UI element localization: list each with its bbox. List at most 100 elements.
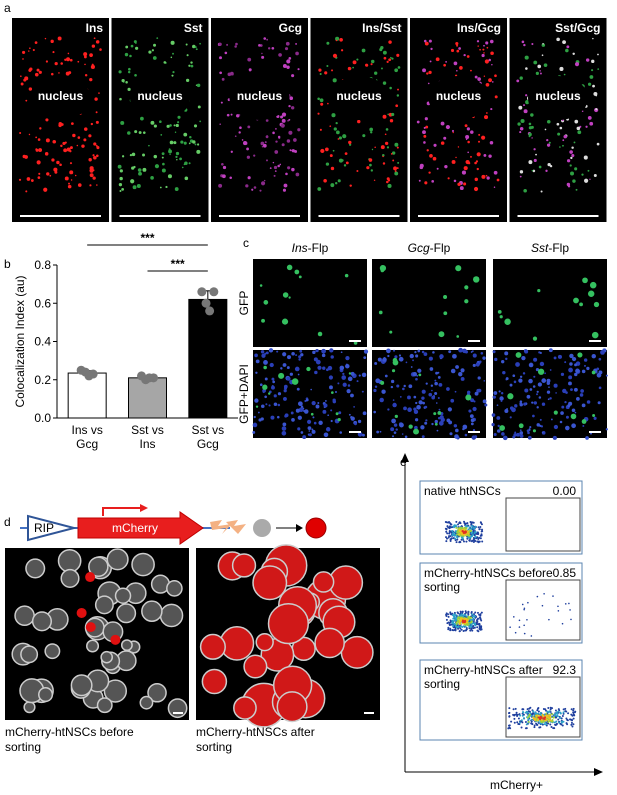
cell-cluster: [23, 701, 36, 714]
speck: [39, 127, 42, 130]
speck: [283, 183, 288, 188]
speck: [474, 161, 477, 165]
speck: [396, 94, 400, 97]
image-label: Ins/Gcg: [457, 21, 501, 35]
speck: [246, 155, 251, 159]
speck: [499, 315, 503, 319]
speck: [435, 371, 439, 375]
speck: [130, 179, 135, 184]
speck: [170, 56, 173, 59]
speck: [136, 183, 141, 188]
speck: [456, 335, 460, 338]
speck: [268, 404, 271, 407]
speck: [593, 174, 597, 178]
speck: [313, 421, 317, 425]
speck: [591, 69, 594, 72]
speck: [259, 383, 263, 387]
speck: [464, 124, 468, 128]
event: [472, 536, 475, 539]
speck: [571, 153, 575, 158]
event: [461, 530, 464, 533]
event: [467, 613, 470, 616]
speck: [595, 94, 598, 97]
speck: [284, 47, 289, 51]
cell-cluster: [116, 603, 137, 624]
speck: [539, 70, 541, 72]
speck: [416, 375, 419, 377]
event: [570, 708, 573, 711]
speck: [464, 285, 469, 290]
x-tick-label: Gcg: [76, 437, 98, 451]
speck: [415, 401, 418, 405]
speck: [525, 100, 530, 105]
speck: [519, 76, 523, 80]
event: [555, 712, 558, 715]
event: [528, 713, 531, 716]
speck: [473, 186, 479, 192]
speck: [333, 127, 337, 131]
nucleus-region: [329, 76, 389, 120]
cell-cluster: [340, 635, 374, 669]
speck: [220, 101, 223, 104]
speck: [502, 370, 506, 375]
speck: [129, 54, 132, 58]
speck: [77, 136, 81, 139]
event: [572, 717, 575, 720]
event: [448, 520, 451, 523]
speck: [482, 356, 486, 360]
speck: [335, 122, 338, 125]
speck: [570, 388, 573, 392]
speck: [26, 177, 31, 181]
y-tick-label: 0.8: [34, 258, 51, 272]
speck: [295, 408, 300, 413]
event: [513, 616, 515, 618]
speck: [574, 167, 578, 171]
event: [469, 629, 472, 632]
event: [476, 540, 479, 543]
speck: [538, 165, 542, 169]
speck: [117, 164, 122, 169]
speck: [532, 169, 536, 173]
speck: [380, 145, 385, 150]
cell-cluster: [255, 632, 274, 652]
speck: [581, 403, 586, 408]
speck: [134, 42, 137, 44]
speck: [340, 351, 343, 354]
speck: [166, 124, 170, 128]
speck: [426, 72, 429, 75]
speck: [456, 44, 459, 47]
speck: [450, 48, 455, 53]
speck: [297, 401, 303, 407]
speck: [344, 152, 348, 156]
speck: [593, 416, 597, 420]
speck: [89, 78, 93, 82]
speck: [478, 133, 481, 136]
speck: [307, 419, 312, 424]
event: [447, 626, 450, 629]
speck: [95, 120, 99, 124]
micrograph-texture: [497, 277, 600, 341]
region-label: nucleus: [535, 89, 581, 103]
speck: [488, 154, 492, 158]
speck: [588, 82, 592, 86]
event: [554, 709, 557, 712]
speck: [470, 398, 475, 403]
event: [523, 608, 525, 611]
speck: [64, 176, 69, 181]
speck: [435, 57, 440, 62]
speck: [269, 362, 274, 368]
speck: [335, 39, 338, 42]
event: [525, 723, 528, 726]
speck: [58, 72, 60, 74]
speck: [531, 169, 534, 172]
event: [530, 718, 533, 721]
speck: [570, 413, 577, 420]
speck: [535, 153, 537, 156]
event: [535, 722, 538, 725]
speck: [332, 78, 337, 83]
speck: [390, 385, 394, 389]
event: [562, 712, 565, 715]
event: [474, 539, 477, 542]
event: [537, 718, 540, 721]
cell-cluster: [14, 605, 35, 627]
